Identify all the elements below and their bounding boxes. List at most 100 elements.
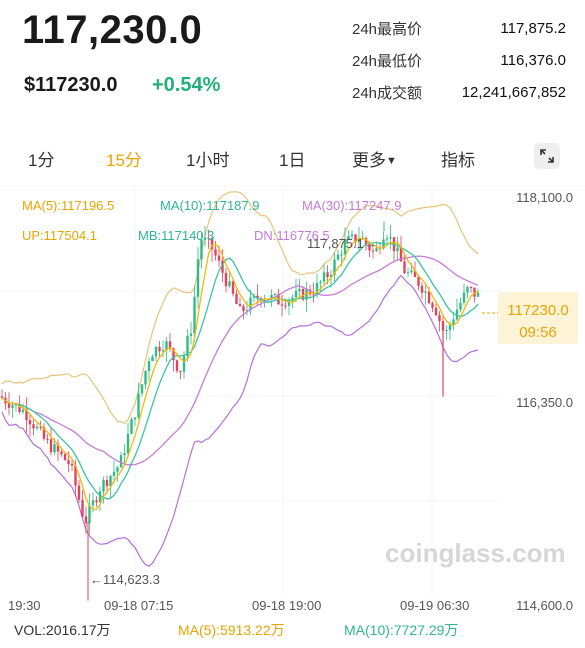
- candle-body: [196, 259, 200, 297]
- candle-body: [147, 361, 151, 372]
- candle-body: [336, 254, 340, 260]
- candle-body: [469, 286, 473, 288]
- candle-body: [67, 460, 70, 464]
- candle-body: [385, 238, 389, 240]
- candle-body: [427, 291, 431, 304]
- candle-body: [448, 324, 452, 330]
- ma10-line: [1, 241, 479, 500]
- candle-body: [179, 370, 182, 372]
- candle-body: [56, 444, 60, 452]
- candle-body: [119, 455, 123, 468]
- ma30-line: [1, 255, 479, 466]
- candle-body: [53, 444, 56, 453]
- candle-body: [224, 272, 228, 287]
- candle-body: [21, 409, 25, 413]
- candle-body: [245, 310, 249, 312]
- candle-body: [424, 291, 427, 293]
- candle-body: [158, 346, 161, 352]
- bollinger-bands: [1, 191, 479, 567]
- candle-body: [350, 234, 354, 237]
- candle-body: [452, 319, 455, 325]
- caret-down-icon: ▼: [386, 155, 397, 167]
- candle-body: [235, 293, 238, 305]
- candle-body: [217, 255, 221, 261]
- last-price: 117,230.0: [22, 8, 203, 52]
- candle-body: [322, 272, 326, 282]
- candle-body: [60, 451, 63, 455]
- candle-body: [291, 297, 294, 301]
- candle-body: [315, 282, 319, 295]
- candle-body: [368, 244, 371, 251]
- volume-ma10: MA(10):7727.29万: [344, 622, 459, 638]
- tab-more-label: 更多: [352, 151, 386, 170]
- fullscreen-button[interactable]: [534, 143, 560, 169]
- candle-body: [301, 288, 305, 300]
- candle-body: [371, 250, 375, 252]
- candle-body: [32, 424, 35, 429]
- boll-upper-line: [1, 191, 479, 425]
- candle-body: [77, 485, 81, 500]
- timeframe-tabs: 1分 15分 1小时 1日 更多▼ 指标: [0, 140, 585, 176]
- candle-body: [354, 234, 357, 243]
- candle-body: [403, 261, 406, 274]
- tab-1d[interactable]: 1日: [279, 151, 306, 170]
- stat-high: 24h最高价 117,875.2: [352, 12, 566, 44]
- candle-body: [473, 287, 476, 297]
- candle-body: [263, 299, 266, 302]
- low-marker: ←114,623.3: [90, 572, 160, 587]
- candle-body: [280, 304, 284, 306]
- candlestick-chart[interactable]: MA(5):117196.5 MA(10):117187.9 MA(30):11…: [0, 186, 585, 618]
- candle-body: [63, 454, 67, 461]
- candles: [0, 221, 480, 601]
- candle-body: [116, 467, 119, 472]
- candle-body: [459, 302, 462, 310]
- candle-body: [319, 281, 322, 283]
- tab-15m[interactable]: 15分: [106, 151, 142, 170]
- candle-body: [396, 247, 399, 252]
- candle-body: [312, 294, 315, 296]
- candle-body: [200, 239, 203, 260]
- candle-body: [102, 480, 105, 492]
- candle-body: [39, 426, 42, 428]
- x-label-3: 09-19 06:30: [400, 598, 469, 613]
- candle-body: [249, 297, 252, 311]
- tab-more[interactable]: 更多▼: [352, 146, 397, 171]
- watermark: coinglass.com: [385, 538, 566, 568]
- x-label-2: 09-18 19:00: [252, 598, 321, 613]
- tab-1m[interactable]: 1分: [28, 151, 55, 170]
- candle-body: [333, 259, 336, 276]
- candle-body: [193, 296, 196, 334]
- candle-body: [28, 420, 32, 425]
- candle-body: [123, 453, 126, 456]
- stat-low-value: 116,376.0: [500, 51, 566, 69]
- ma5-legend: MA(5):117196.5: [22, 198, 114, 213]
- y-label-top: 118,100.0: [516, 190, 573, 205]
- tab-1h[interactable]: 1小时: [186, 151, 230, 170]
- y-label-bottom: 114,600.0: [516, 598, 573, 613]
- candle-body: [210, 238, 214, 250]
- candle-body: [91, 500, 95, 506]
- candle-body: [434, 307, 438, 316]
- candle-body: [133, 417, 137, 420]
- candle-body: [445, 329, 448, 331]
- candle-body: [81, 499, 84, 517]
- usd-price: $117230.0: [24, 74, 118, 96]
- candle-body: [144, 371, 147, 385]
- candle-body: [18, 403, 21, 413]
- candle-body: [140, 384, 144, 394]
- candle-body: [343, 239, 347, 255]
- candle-body: [462, 292, 466, 303]
- candle-body: [256, 295, 259, 299]
- price-change: +0.54%: [152, 74, 221, 96]
- candle-body: [207, 237, 210, 239]
- candle-body: [109, 476, 112, 487]
- x-label-0: 19:30: [8, 598, 41, 613]
- tab-indicators[interactable]: 指标: [441, 151, 475, 170]
- candle-body: [298, 288, 301, 291]
- candle-body: [228, 281, 231, 287]
- candle-body: [35, 426, 39, 429]
- grid: [0, 186, 500, 594]
- candle-body: [347, 236, 350, 240]
- candle-body: [270, 295, 273, 300]
- current-price-value: 117230.0: [507, 302, 568, 319]
